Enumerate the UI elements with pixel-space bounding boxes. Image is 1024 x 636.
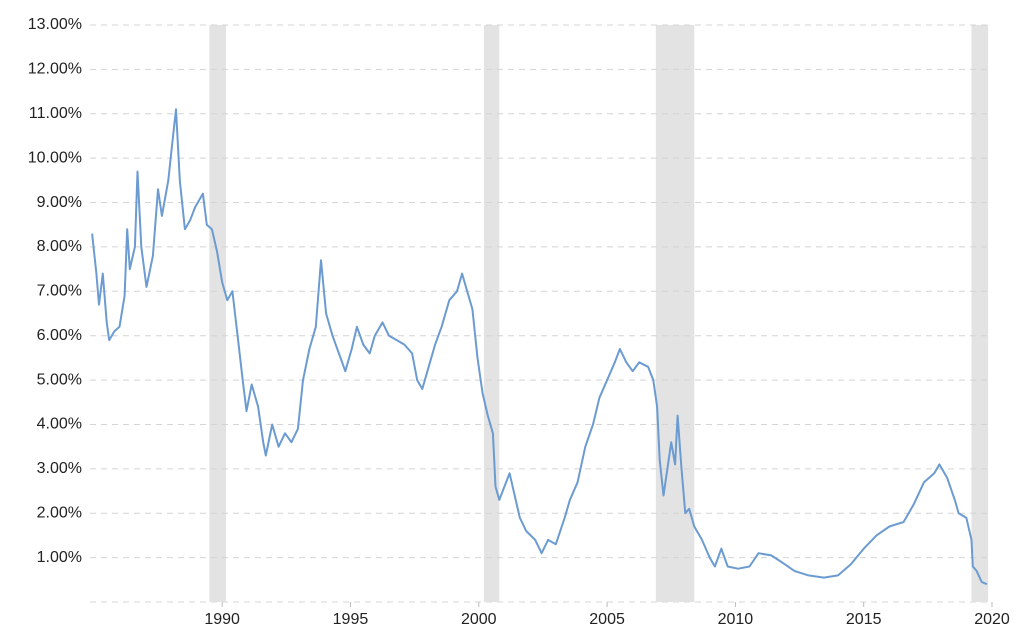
shaded-range xyxy=(655,25,695,602)
y-tick-label: 3.00% xyxy=(37,460,82,477)
y-tick-label: 10.00% xyxy=(28,149,82,166)
y-tick-label: 2.00% xyxy=(37,504,82,521)
y-tick-label: 6.00% xyxy=(37,327,82,344)
x-tick-label: 2010 xyxy=(718,611,754,628)
x-tick-label: 2005 xyxy=(589,611,625,628)
y-tick-label: 11.00% xyxy=(29,105,82,122)
x-tick-label: 1990 xyxy=(204,611,240,628)
x-tick-label: 1995 xyxy=(333,611,369,628)
y-tick-label: 12.00% xyxy=(28,61,82,78)
y-tick-label: 8.00% xyxy=(37,238,82,255)
x-tick-label: 2015 xyxy=(846,611,882,628)
y-tick-label: 5.00% xyxy=(37,371,82,388)
y-tick-label: 1.00% xyxy=(37,549,82,566)
y-tick-label: 9.00% xyxy=(37,194,82,211)
y-tick-label: 7.00% xyxy=(37,283,82,300)
line xyxy=(91,108,988,586)
shaded-range xyxy=(483,25,500,602)
x-tick-label: 2020 xyxy=(974,611,1010,628)
shaded-range xyxy=(971,25,989,602)
y-tick-label: 4.00% xyxy=(37,416,82,433)
y-tick-label: 13.00% xyxy=(28,16,82,33)
x-tick-label: 2000 xyxy=(461,611,497,628)
shaded-range xyxy=(209,25,227,602)
